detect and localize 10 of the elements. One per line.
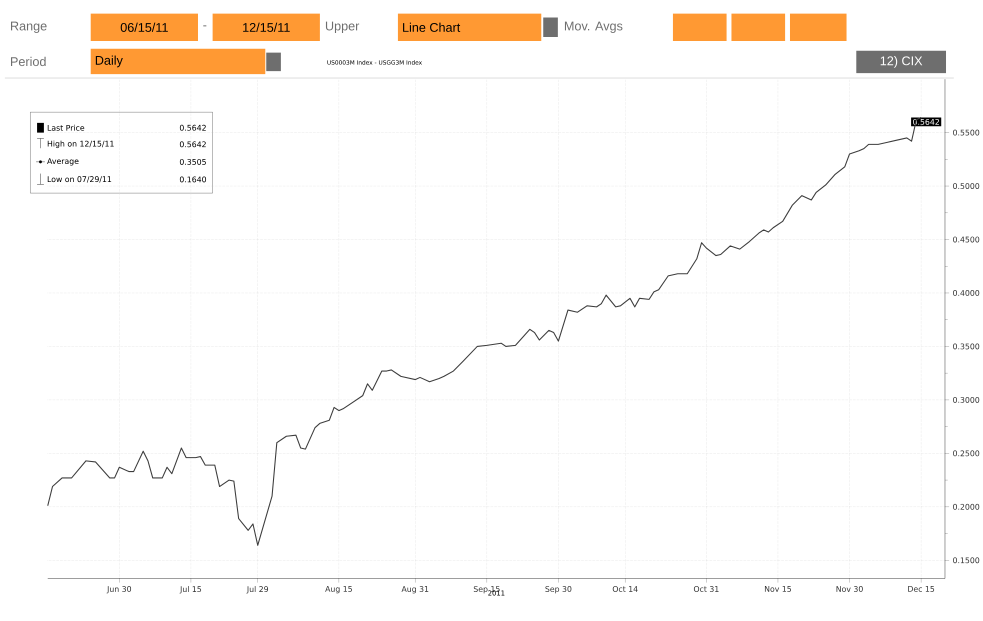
- text: Daily: [96, 55, 123, 68]
- text: 12/15/11: [243, 22, 290, 32]
- text: 12) CIX: [880, 56, 922, 68]
- text: 06/15/11: [120, 22, 168, 32]
- text: Mov. Avgs: [564, 22, 622, 33]
- text: Line Chart: [403, 22, 460, 32]
- text: Upper: [326, 22, 360, 33]
- text: Range: [10, 22, 47, 33]
- text: Period: [10, 56, 46, 66]
- text: -: [203, 25, 206, 26]
